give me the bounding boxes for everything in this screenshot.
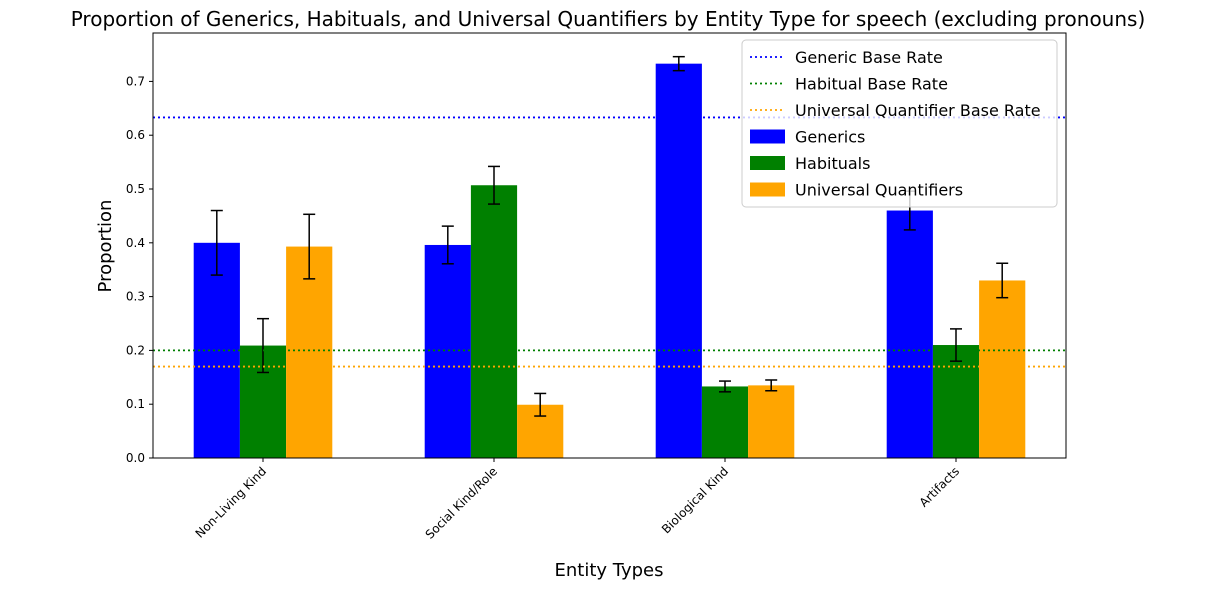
bar-generics	[193, 242, 240, 458]
y-tick-label: 0.6	[126, 128, 145, 142]
legend-label: Universal Quantifiers	[795, 181, 963, 200]
bar-generics	[655, 63, 702, 459]
legend-label: Habituals	[795, 154, 870, 173]
axes-frame	[152, 32, 1067, 459]
chart-title: Proportion of Generics, Habituals, and U…	[71, 7, 1146, 31]
y-tick-label: 0.1	[126, 397, 145, 411]
legend-label: Generic Base Rate	[795, 48, 943, 67]
x-tick-label: Artifacts	[917, 464, 962, 509]
legend-label: Universal Quantifier Base Rate	[795, 101, 1041, 120]
legend-box	[741, 39, 1058, 208]
plot-area	[153, 55, 1066, 459]
x-tick-label: Biological Kind	[659, 464, 731, 536]
bar-universal-quantifiers	[979, 280, 1026, 458]
legend-label: Habitual Base Rate	[795, 75, 948, 94]
y-tick-label: 0.7	[126, 74, 145, 88]
x-axis-label: Entity Types	[555, 560, 664, 581]
x-tick-label: Non-Living Kind	[193, 464, 269, 540]
bar-habituals	[701, 386, 749, 458]
y-tick-label: 0.0	[126, 451, 145, 465]
legend-patch-swatch	[750, 182, 785, 197]
bar-habituals	[470, 185, 518, 459]
bar-generics	[424, 244, 471, 458]
y-axis-label: Proportion	[95, 200, 116, 293]
y-tick-label: 0.2	[126, 343, 145, 357]
y-tick-label: 0.3	[126, 290, 145, 304]
bar-habituals	[932, 345, 980, 458]
legend-patch-swatch	[750, 129, 785, 144]
x-tick-label: Social Kind/Role	[423, 464, 501, 542]
legend-patch-swatch	[750, 156, 785, 170]
bar-generics	[886, 210, 933, 458]
legend: Generic Base Rate Habitual Base Rate Unive…	[741, 39, 1058, 208]
legend-label: Generics	[795, 128, 865, 147]
y-tick-label: 0.5	[126, 182, 145, 196]
bar-universal-quantifiers	[286, 246, 333, 458]
bar-universal-quantifiers	[748, 385, 795, 458]
y-tick-label: 0.4	[126, 236, 145, 250]
